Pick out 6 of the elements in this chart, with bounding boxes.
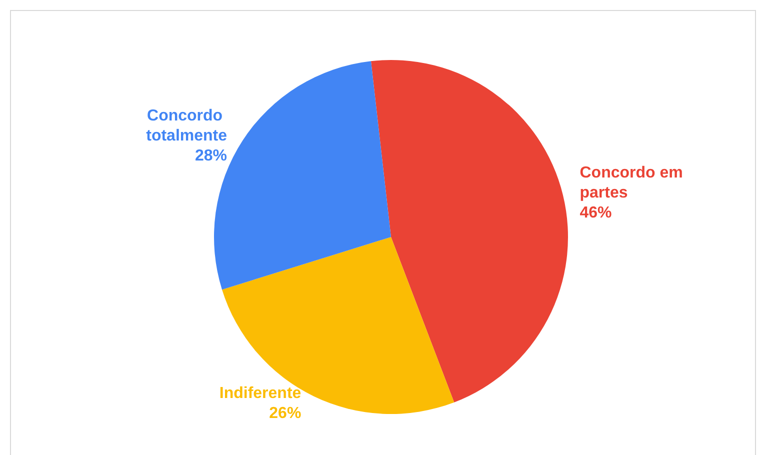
slice-label: Concordo em partes [580,164,688,202]
slice-label: Concordo totalmente [146,107,228,144]
data-label: 46% [580,204,612,222]
slice-label: Indiferente [219,384,302,402]
data-label: 28% [194,147,228,164]
data-label: 26% [269,404,302,422]
